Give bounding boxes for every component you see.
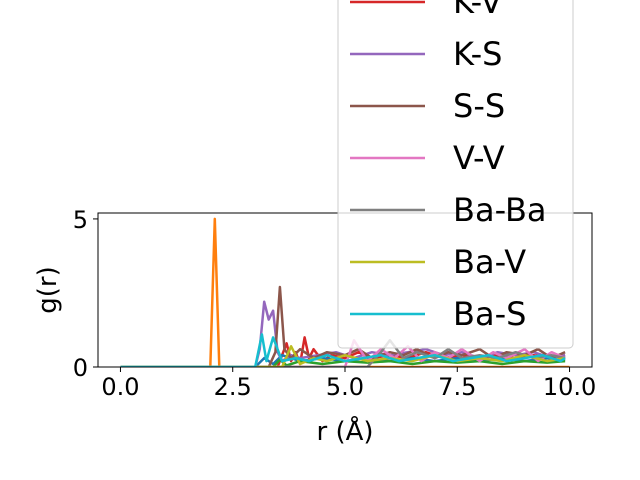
legend: K-V K-S S-S V-V Ba-Ba Ba-V Ba-S xyxy=(337,0,574,349)
x-tick-label: 0.0 xyxy=(101,373,139,401)
legend-label: K-S xyxy=(453,35,502,73)
x-tick-label: 5.0 xyxy=(326,373,364,401)
y-axis-label: g(r) xyxy=(33,266,63,313)
legend-label: Ba-S xyxy=(453,295,526,333)
series-line-s-s xyxy=(120,285,566,367)
series-layer xyxy=(120,217,570,367)
legend-label: K-V xyxy=(453,0,502,21)
y-ticks: 05 xyxy=(73,206,98,382)
x-tick-label: 7.5 xyxy=(438,373,476,401)
legend-label: S-S xyxy=(453,87,505,125)
legend-label: Ba-Ba xyxy=(453,191,547,229)
x-tick-label: 10.0 xyxy=(543,373,596,401)
y-tick-label: 0 xyxy=(73,354,88,382)
legend-label: Ba-V xyxy=(453,243,526,281)
y-tick-label: 5 xyxy=(73,206,88,234)
series-line-ba-s xyxy=(120,333,566,367)
legend-label: V-V xyxy=(453,139,505,177)
x-tick-label: 2.5 xyxy=(214,373,252,401)
x-ticks: 0.0 2.5 5.0 7.5 10.0 xyxy=(101,367,596,401)
x-axis-label: r (Å) xyxy=(316,415,373,447)
series-line-series-3 xyxy=(120,217,570,367)
